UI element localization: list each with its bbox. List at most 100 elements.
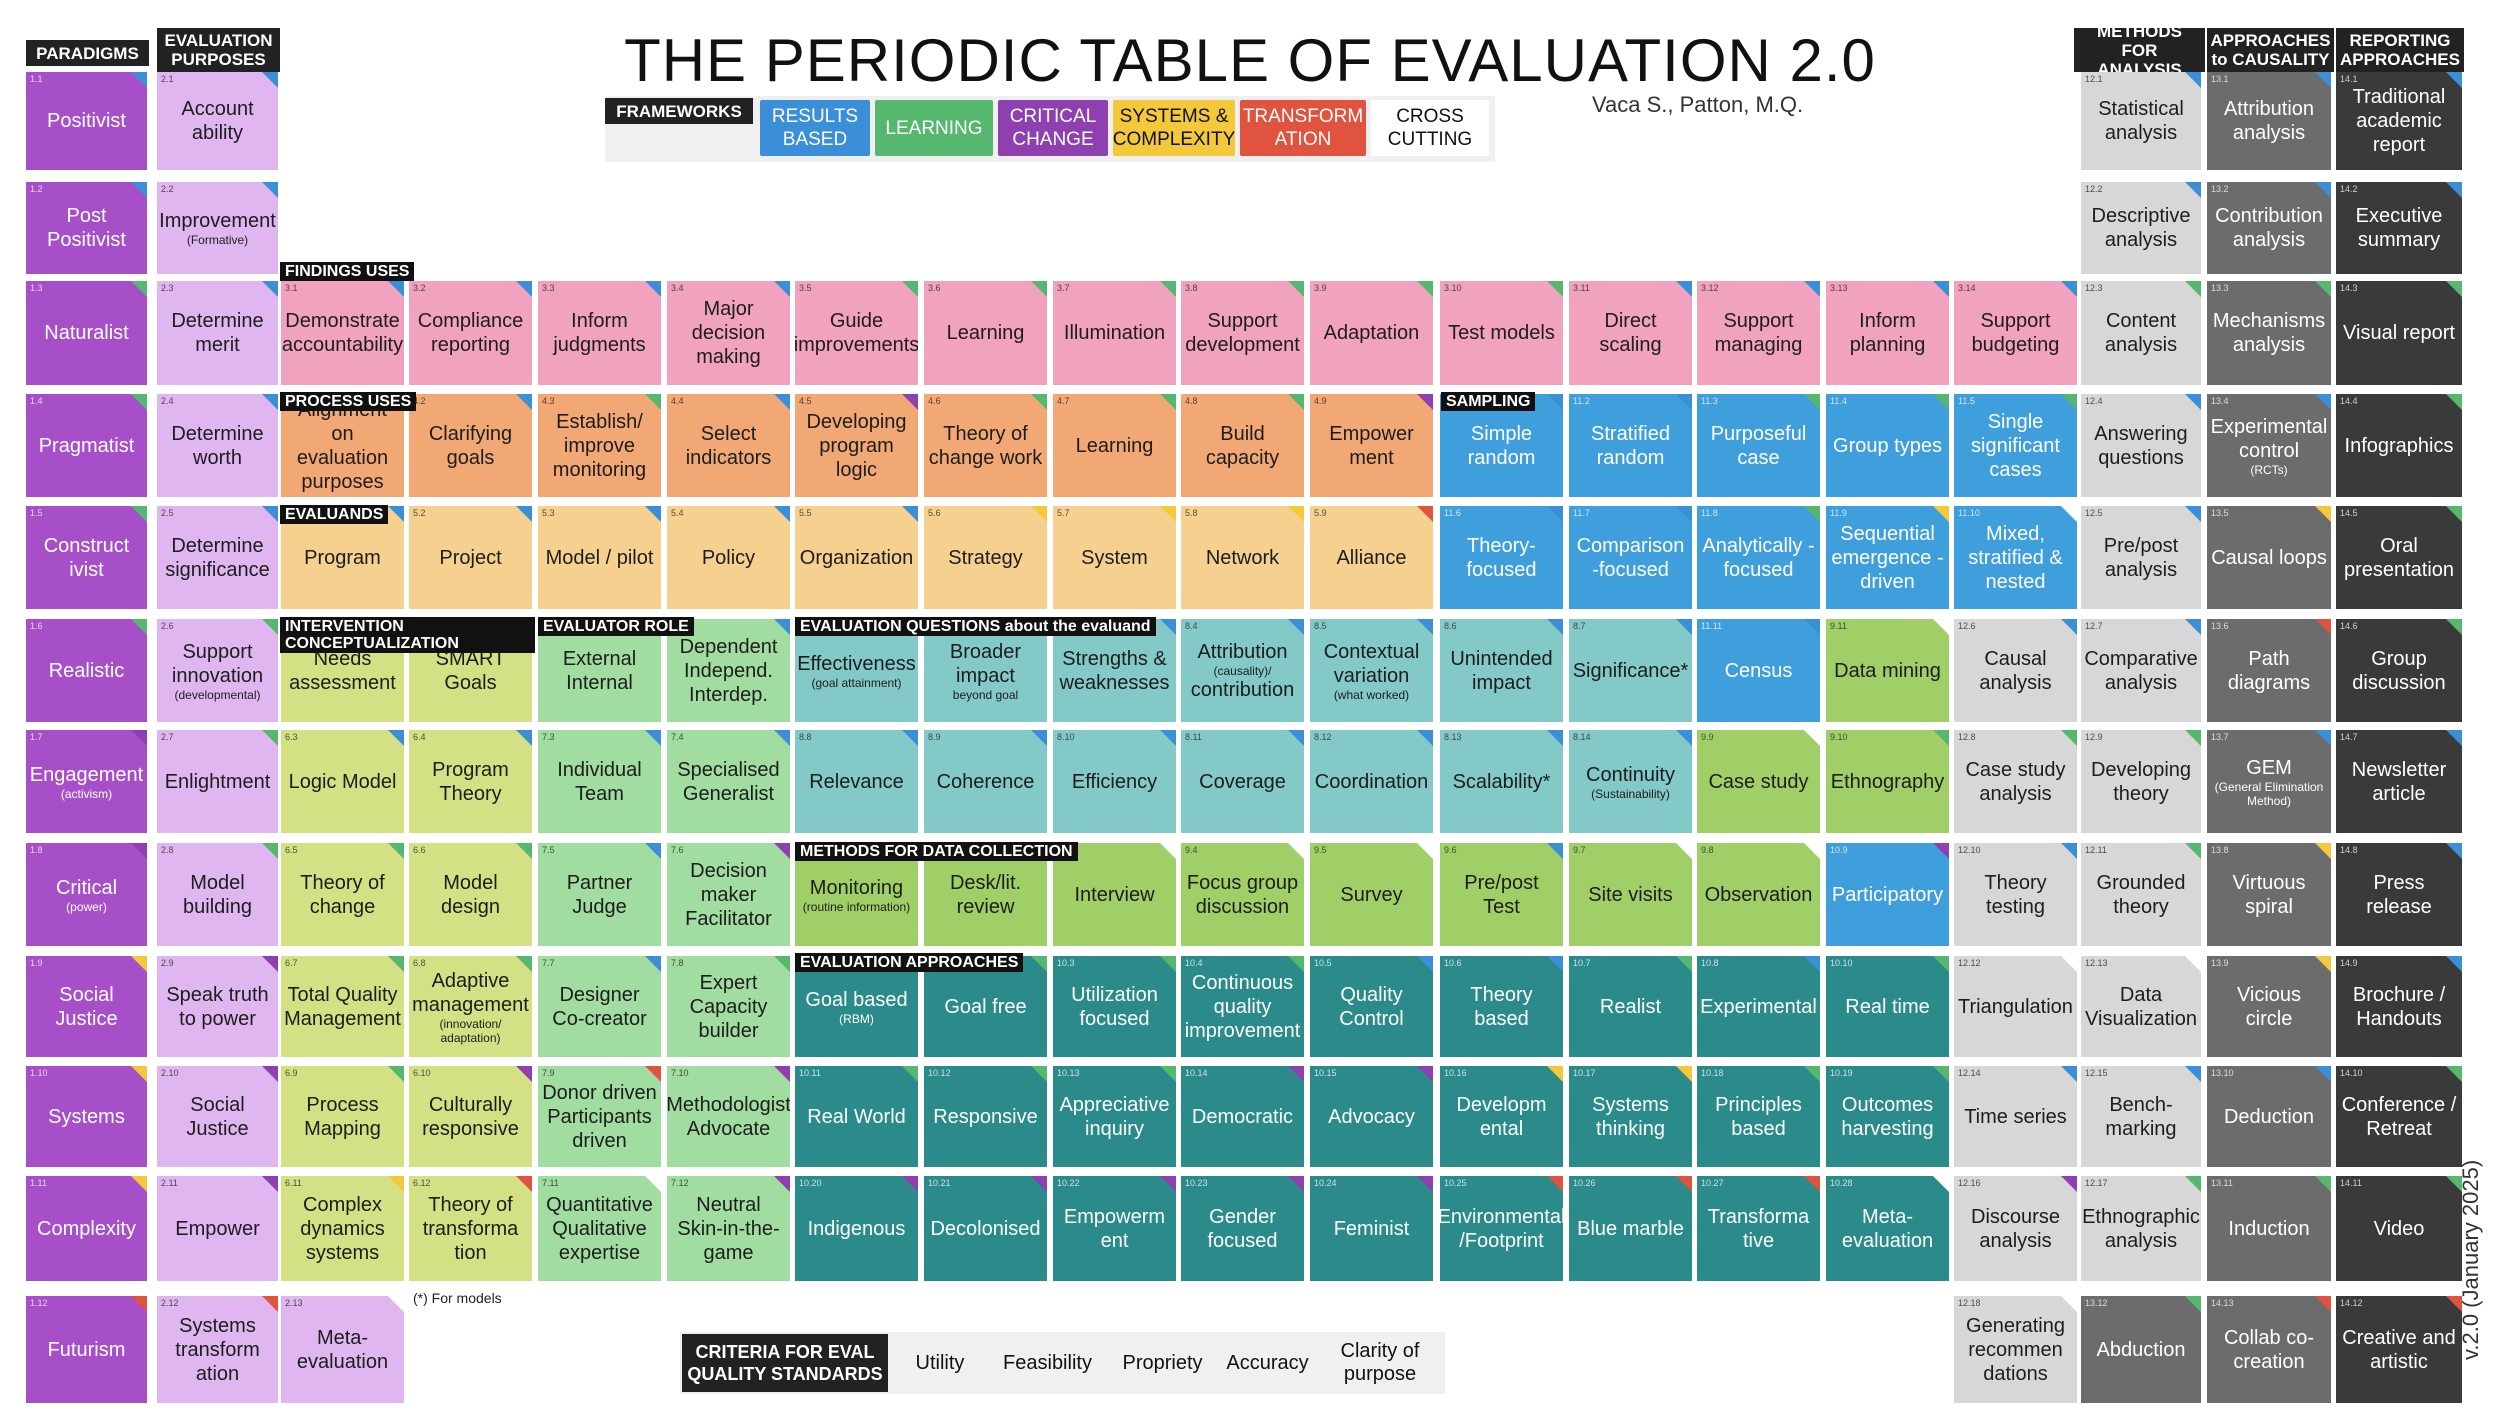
element-total-quality-management: 6.7 Total Quality Management	[281, 956, 404, 1057]
element-theory-of-change-work: 4.6 Theory of change work	[924, 394, 1047, 497]
framework-marker	[1547, 619, 1563, 635]
framework-marker	[2061, 506, 2077, 522]
element-label: Goal free	[944, 995, 1027, 1018]
section-intervention: INTERVENTION CONCEPTUALIZATION	[280, 617, 535, 653]
element-determine-merit: 2.3 Determine merit	[157, 281, 278, 385]
element-label: Utilization focused	[1071, 983, 1158, 1030]
framework-marker	[1804, 1176, 1820, 1192]
element-label: Determine worth	[171, 422, 264, 469]
element-label: Conference / Retreat	[2341, 1093, 2457, 1140]
framework-marker	[1031, 956, 1047, 972]
element-critical: 1.8 Critical (power)	[26, 843, 147, 946]
framework-marker	[1804, 281, 1820, 297]
framework-marker	[516, 843, 532, 859]
element-label: Naturalist	[44, 322, 129, 344]
element-label: Interview	[1074, 883, 1155, 906]
element-number: 1.9	[30, 958, 43, 968]
element-select-indicators: 4.4 Select indicators	[667, 394, 790, 497]
element-number: 10.11	[799, 1068, 821, 1078]
framework-marker	[1417, 730, 1433, 746]
element-number: 10.13	[1057, 1068, 1080, 1078]
element-purposeful-case: 11.3 Purposeful case	[1697, 394, 1820, 497]
element-developm-ental: 10.16 Developm ental	[1440, 1066, 1563, 1167]
element-number: 6.12	[413, 1178, 431, 1188]
element-pre-post-test: 9.6 Pre/post Test	[1440, 843, 1563, 946]
element-label: Oral presentation	[2343, 534, 2455, 581]
element-number: 11.5	[1958, 396, 1975, 406]
element-strategy: 5.6 Strategy	[924, 506, 1047, 609]
element-number: 2.6	[161, 621, 174, 631]
framework-marker	[1933, 1176, 1949, 1192]
element-label: Statistical analysis	[2098, 98, 2184, 144]
framework-marker	[131, 182, 147, 198]
framework-marker	[1288, 506, 1304, 522]
element-label: Process Mapping	[304, 1093, 381, 1140]
element-label: Ethnography	[1830, 770, 1945, 793]
element-enlightment: 2.7 Enlightment	[157, 730, 278, 833]
element-number: 12.8	[1958, 732, 1976, 742]
framework-marker	[774, 843, 790, 859]
element-appreciative-inquiry: 10.13 Appreciative inquiry	[1053, 1066, 1176, 1167]
element-group-types: 11.4 Group types	[1826, 394, 1949, 497]
element-number: 13.10	[2211, 1068, 2234, 1078]
framework-marker	[774, 730, 790, 746]
element-number: 11.10	[1958, 508, 1980, 518]
element-answering-questions: 12.4 Answering questions	[2081, 394, 2201, 497]
element-number: 11.6	[1444, 508, 1461, 518]
element-causal-loops: 13.5 Causal loops	[2207, 506, 2331, 609]
element-label: Select indicators	[685, 422, 772, 469]
framework-marker	[2446, 843, 2462, 859]
framework-marker	[131, 1176, 147, 1192]
element-number: 5.3	[542, 508, 555, 518]
framework-marker	[774, 1066, 790, 1082]
element-label: Participatory	[1831, 883, 1944, 906]
framework-marker	[2446, 1176, 2462, 1192]
element-number: 6.7	[285, 958, 298, 968]
element-label: Quality Control	[1339, 983, 1404, 1030]
element-label: Alignment on evaluation purposes	[296, 399, 389, 493]
framework-marker	[516, 1176, 532, 1192]
framework-marker	[1160, 506, 1176, 522]
framework-marker	[2061, 619, 2077, 635]
element-naturalist: 1.3 Naturalist	[26, 281, 147, 385]
element-number: 8.7	[1573, 621, 1586, 631]
framework-marker	[262, 730, 278, 746]
framework-marker	[1676, 1066, 1692, 1082]
framework-marker	[1933, 619, 1949, 635]
element-mechanisms-analysis: 13.3 Mechanisms analysis	[2207, 281, 2331, 385]
framework-marker	[1288, 1066, 1304, 1082]
element-label: Contribution analysis	[2215, 205, 2323, 251]
framework-marker	[516, 506, 532, 522]
element-label: Scalability*	[1452, 770, 1551, 793]
element-theory-focused: 11.6 Theory-focused	[1440, 506, 1563, 609]
element-number: 3.7	[1057, 283, 1070, 293]
framework-marker	[902, 281, 918, 297]
element-label: Time series	[1964, 1105, 2067, 1128]
element-label: Inform planning	[1849, 310, 1926, 356]
element-label: Strategy	[948, 546, 1023, 569]
element-responsive: 10.12 Responsive	[924, 1066, 1047, 1167]
element-democratic: 10.14 Democratic	[1181, 1066, 1304, 1167]
element-label: Clarifying goals	[428, 422, 513, 469]
element-realist: 10.7 Realist	[1569, 956, 1692, 1057]
element-video: 14.11 Video	[2336, 1176, 2462, 1281]
element-label: Futurism	[47, 1338, 126, 1361]
element-number: 11.3	[1701, 396, 1718, 406]
element-label: Abduction	[2096, 1338, 2186, 1361]
element-number: 2.2	[161, 184, 174, 194]
section-sampling: SAMPLING	[1441, 392, 1536, 411]
element-number: 10.26	[1573, 1178, 1596, 1188]
element-number: 4.8	[1185, 396, 1198, 406]
element-real-time: 10.10 Real time	[1826, 956, 1949, 1057]
element-number: 1.3	[30, 283, 43, 293]
element-theory-of-change: 6.5 Theory of change	[281, 843, 404, 946]
framework-marker	[2185, 182, 2201, 198]
framework-marker	[2315, 281, 2331, 297]
element-label: Simple random	[1467, 422, 1536, 469]
element-ethnography: 9.10 Ethnography	[1826, 730, 1949, 833]
element-label: Developm ental	[1456, 1093, 1547, 1140]
element-label: Determine significance	[165, 534, 270, 581]
element-support-development: 3.8 Support development	[1181, 281, 1304, 385]
element-number: 2.7	[161, 732, 174, 742]
element-label: Census	[1724, 659, 1793, 682]
